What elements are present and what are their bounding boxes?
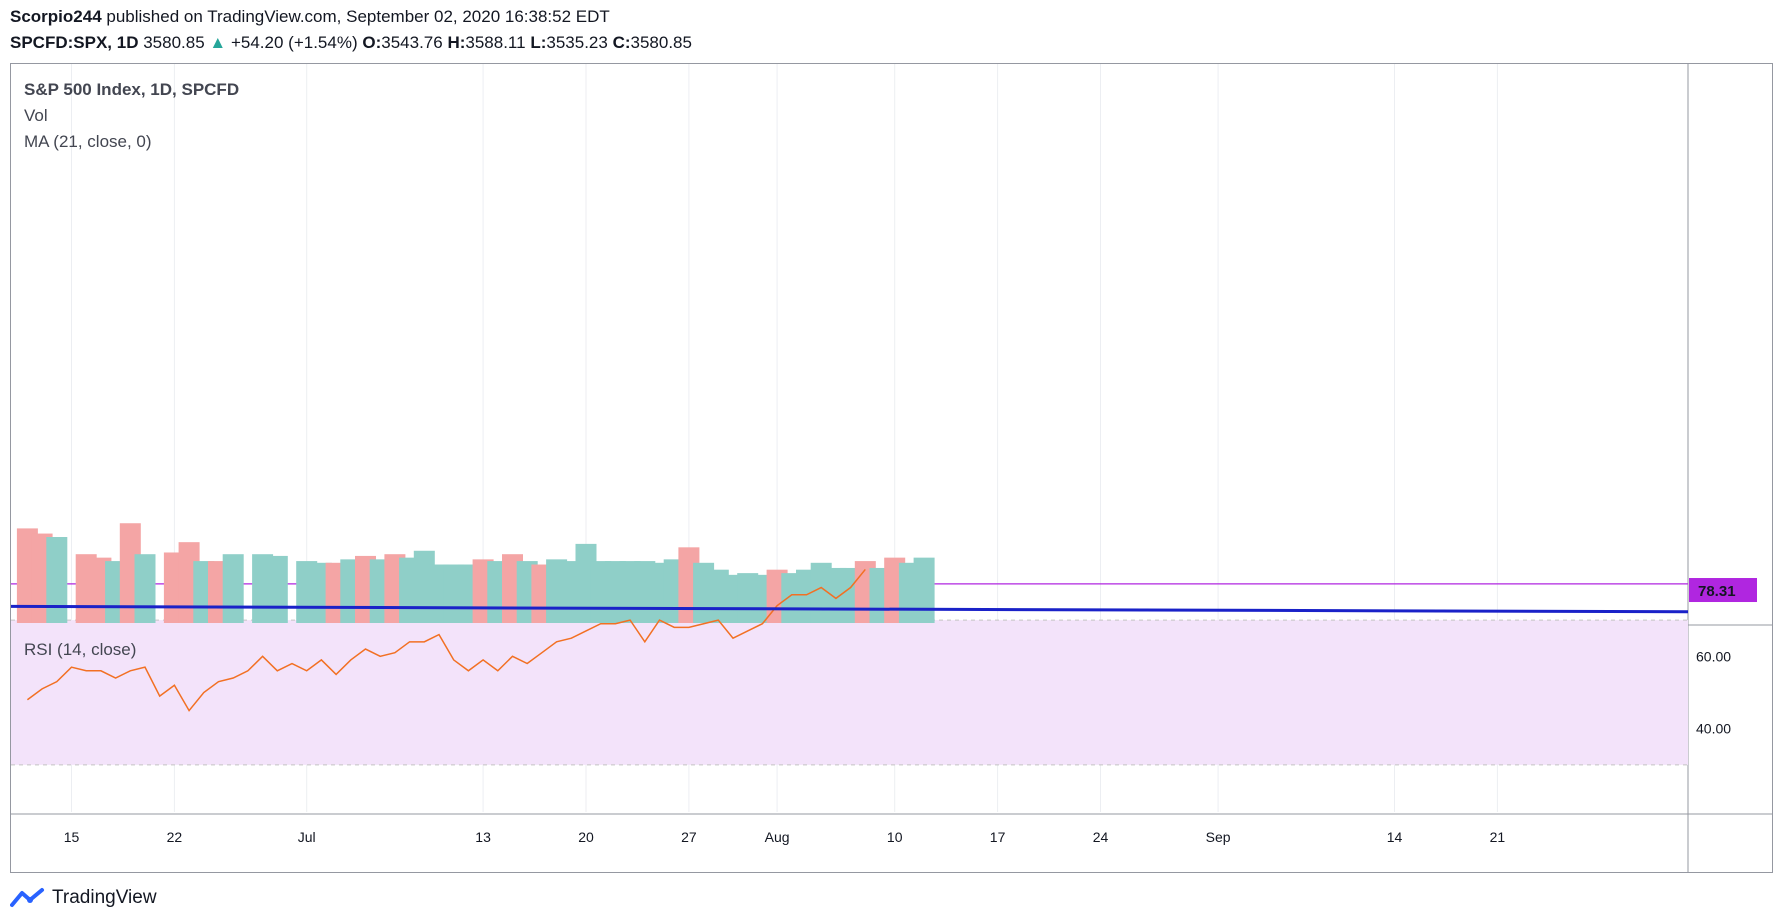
footer-brand: TradingView <box>52 887 157 908</box>
rsi-trendline <box>10 604 1689 614</box>
author-name[interactable]: Scorpio244 <box>10 7 102 26</box>
open-value: 3543.76 <box>381 33 443 52</box>
close-label: C: <box>612 33 631 52</box>
rsi-line <box>26 568 866 712</box>
close-value: 3580.85 <box>630 33 692 52</box>
x-tick-label: Sep <box>1206 829 1231 845</box>
volume-bar <box>266 555 288 623</box>
x-tick-label: 24 <box>1093 829 1109 845</box>
low-value: 3535.23 <box>546 33 608 52</box>
rsi-legend[interactable]: RSI (14, close) <box>24 640 137 659</box>
rsi-value-tag <box>1689 578 1757 603</box>
tradingview-footer[interactable]: TradingView <box>10 885 157 911</box>
publish-header: Scorpio244 published on TradingView.com,… <box>10 7 610 27</box>
tradingview-logo-icon <box>10 888 44 907</box>
rsi-band <box>11 583 1688 766</box>
x-tick-label: 27 <box>681 829 697 845</box>
high-label: H: <box>447 33 466 52</box>
price-level-labels: 3590.943527.043496.853338.883264.723179.… <box>1689 578 1757 603</box>
x-tick-label: 15 <box>64 829 80 845</box>
up-arrow-icon: ▲ <box>209 33 227 52</box>
ma-legend[interactable]: MA (21, close, 0) <box>24 132 152 151</box>
rsi-band-fill <box>11 620 1688 765</box>
x-tick-label: Aug <box>765 829 790 845</box>
symbol-header: SPCFD:SPX, 1D 3580.85 ▲ +54.20 (+1.54%) … <box>10 33 692 53</box>
rsi-line <box>10 568 1689 712</box>
rsi-value-label: 78.31 <box>1698 583 1736 600</box>
x-tick-label: 14 <box>1387 829 1403 845</box>
low-label: L: <box>530 33 547 52</box>
volume-bar <box>913 557 935 623</box>
x-tick-label: 13 <box>475 829 491 845</box>
x-tick-label: Jul <box>298 829 316 845</box>
publish-info: published on TradingView.com, September … <box>106 7 610 26</box>
volume-bar <box>222 554 244 623</box>
volume-legend[interactable]: Vol <box>24 106 48 125</box>
open-label: O: <box>362 33 382 52</box>
x-tick-label: 22 <box>167 829 183 845</box>
x-tick-label: 20 <box>578 829 594 845</box>
symbol-name: SPCFD:SPX, 1D <box>10 33 139 52</box>
price-change: +54.20 (+1.54%) <box>230 33 358 52</box>
axes: 15 22 Jul 13 20 27 Aug 10 17 24 Sep 14 21 40.00 60.00 <box>64 648 1732 845</box>
rsi-tick-label: 40.00 <box>1696 721 1731 737</box>
x-tick-label: 17 <box>990 829 1006 845</box>
x-tick-label: 10 <box>887 829 903 845</box>
chart-frame[interactable] <box>10 63 1773 873</box>
x-tick-label: 21 <box>1490 829 1506 845</box>
volume-bar <box>46 537 68 623</box>
high-value: 3588.11 <box>465 33 526 52</box>
chart-title: S&P 500 Index, 1D, SPCFD <box>24 80 240 99</box>
volume-bar <box>134 554 156 623</box>
rsi-tick-label: 60.00 <box>1696 648 1731 664</box>
last-price: 3580.85 <box>143 33 205 52</box>
